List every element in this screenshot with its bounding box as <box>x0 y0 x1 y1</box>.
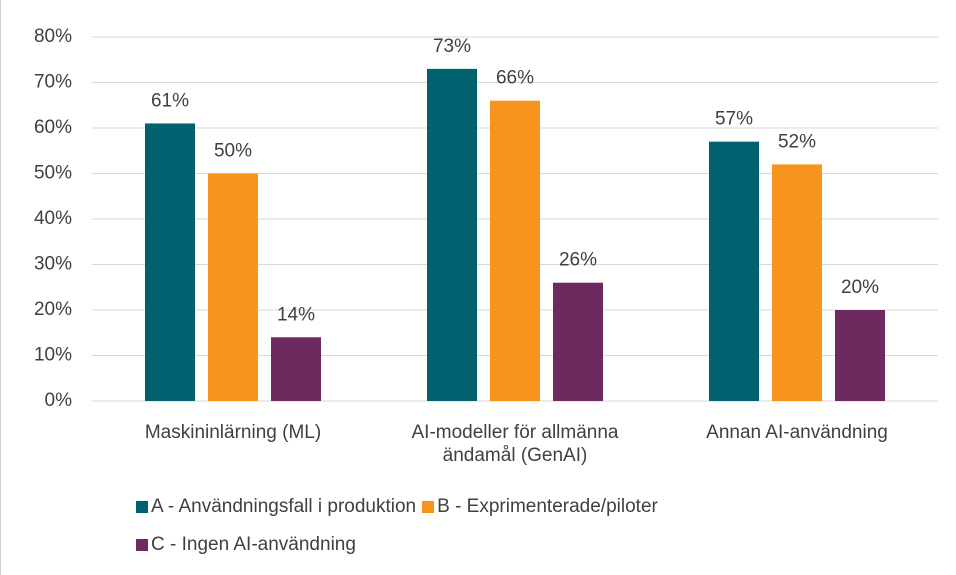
y-tick-label: 0% <box>45 390 73 411</box>
bar <box>490 100 540 401</box>
data-label: 20% <box>841 277 879 298</box>
y-tick-label: 80% <box>34 26 72 47</box>
legend-label: B - Exprimenterade/piloter <box>437 496 658 517</box>
bar <box>709 141 759 401</box>
y-tick-label: 10% <box>34 345 72 366</box>
legend-label: A - Användningsfall i produktion <box>151 496 417 517</box>
legend-swatch <box>136 501 148 513</box>
legend-swatch <box>136 539 148 551</box>
legend-swatch <box>422 501 435 513</box>
bar <box>835 310 885 401</box>
data-label: 61% <box>151 90 189 111</box>
bar <box>553 282 603 401</box>
x-tick-label: Maskininlärning (ML) <box>144 422 322 443</box>
x-tick-label: Annan AI-användning <box>706 422 888 443</box>
y-tick-label: 40% <box>34 208 72 229</box>
bar <box>772 164 822 401</box>
data-label: 73% <box>433 36 471 57</box>
data-label: 57% <box>715 109 753 130</box>
data-label: 26% <box>559 250 597 271</box>
bar <box>271 337 321 401</box>
y-tick-label: 70% <box>34 72 72 93</box>
data-label: 52% <box>778 131 816 152</box>
y-tick-label: 20% <box>34 299 72 320</box>
legend: A - Användningsfall i produktion B - Expr… <box>136 496 826 556</box>
legend-item: B - Exprimenterade/piloter <box>422 496 658 518</box>
legend-item: A - Användningsfall i produktion <box>136 496 416 518</box>
data-label: 66% <box>496 68 534 89</box>
bar <box>427 68 477 401</box>
legend-label: C - Ingen AI-användning <box>151 534 356 555</box>
y-tick-label: 60% <box>34 117 72 138</box>
data-label: 50% <box>214 141 252 162</box>
legend-item: C - Ingen AI-användning <box>136 534 356 556</box>
y-tick-label: 30% <box>34 254 72 275</box>
x-tick-label: AI-modeller för allmänna ändamål (GenAI) <box>411 422 619 466</box>
bar <box>145 123 195 401</box>
data-label: 14% <box>277 304 315 325</box>
bar <box>208 173 258 401</box>
y-tick-label: 50% <box>34 163 72 184</box>
